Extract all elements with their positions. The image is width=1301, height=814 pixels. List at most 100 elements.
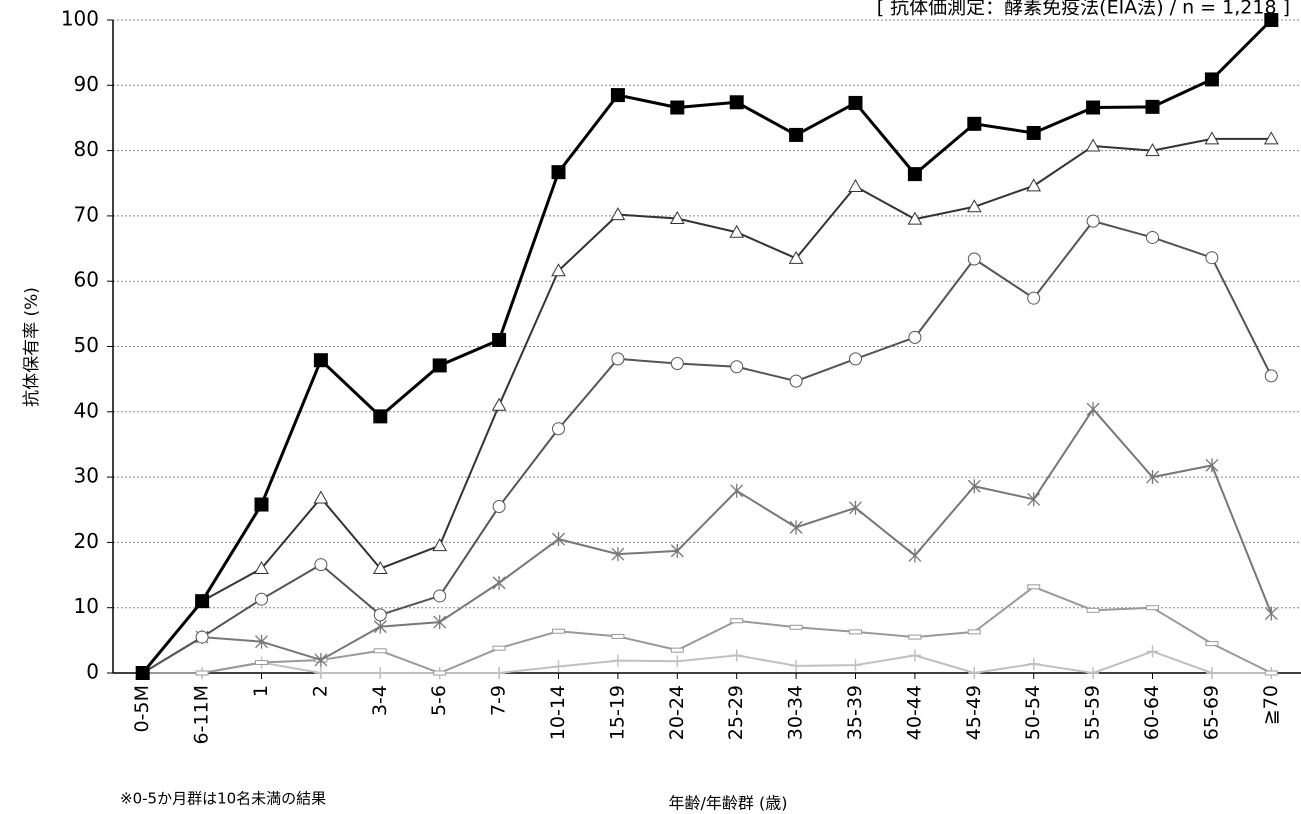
data-point bbox=[491, 397, 507, 411]
series-4 bbox=[136, 584, 1278, 676]
data-point bbox=[611, 352, 625, 366]
data-point bbox=[373, 409, 388, 424]
data-point bbox=[730, 618, 744, 624]
data-point bbox=[313, 353, 328, 368]
data-point bbox=[433, 670, 447, 676]
data-point bbox=[1264, 606, 1278, 621]
data-point bbox=[1026, 178, 1042, 192]
data-point bbox=[967, 479, 981, 494]
data-point bbox=[195, 670, 209, 676]
x-tick-label: 7-9 bbox=[488, 685, 510, 716]
y-tick-label: 70 bbox=[74, 202, 99, 226]
data-point bbox=[1204, 131, 1220, 145]
data-point bbox=[1264, 670, 1278, 676]
x-tick-label: 25-29 bbox=[725, 685, 747, 740]
data-point bbox=[966, 199, 982, 213]
data-point bbox=[849, 659, 862, 672]
data-point bbox=[968, 667, 981, 679]
data-point bbox=[432, 358, 447, 373]
data-point bbox=[373, 648, 387, 654]
series-line bbox=[142, 650, 1272, 674]
series-5 bbox=[136, 645, 1278, 679]
data-point bbox=[1027, 584, 1041, 590]
data-point bbox=[492, 645, 506, 651]
data-point bbox=[255, 660, 268, 666]
data-point bbox=[1146, 230, 1159, 244]
data-point bbox=[729, 95, 744, 110]
data-point bbox=[135, 666, 150, 680]
data-point bbox=[1087, 667, 1100, 679]
data-point bbox=[789, 374, 803, 388]
data-point bbox=[849, 352, 862, 366]
data-point bbox=[551, 263, 566, 277]
data-point bbox=[552, 532, 565, 547]
data-point bbox=[1145, 99, 1160, 114]
data-point bbox=[1086, 100, 1101, 115]
data-point bbox=[1263, 131, 1279, 145]
data-point bbox=[729, 224, 745, 238]
y-tick-label: 10 bbox=[74, 594, 99, 618]
data-point bbox=[789, 624, 803, 630]
series-0 bbox=[135, 13, 1279, 680]
data-point bbox=[373, 608, 387, 622]
series-line bbox=[142, 585, 1272, 674]
data-point bbox=[1145, 143, 1160, 157]
data-point bbox=[255, 592, 268, 606]
data-point bbox=[1026, 125, 1041, 140]
axes bbox=[107, 19, 1301, 679]
method-label: [ 抗体価測定：酵素免疫法(EIA法) / n = 1,218 ] bbox=[877, 0, 1290, 19]
series-line bbox=[142, 408, 1273, 674]
data-point bbox=[610, 207, 626, 221]
data-point bbox=[1027, 492, 1041, 507]
data-point bbox=[1205, 667, 1218, 679]
data-point bbox=[195, 594, 210, 609]
series-1 bbox=[135, 131, 1279, 679]
data-point bbox=[1264, 13, 1279, 27]
data-point bbox=[789, 127, 804, 142]
x-tick-labels: 0-5M 6-11M 1 2 3-4 5-6 7-9 10-14 15-19 20-24 25-29… bbox=[131, 685, 1282, 745]
data-point bbox=[1146, 605, 1159, 611]
series-2 bbox=[136, 214, 1278, 680]
x-tick-label: 6-11M bbox=[191, 685, 213, 745]
data-point bbox=[967, 252, 981, 266]
data-point bbox=[254, 497, 269, 512]
data-point bbox=[611, 547, 625, 562]
y-tick-label: 30 bbox=[74, 464, 99, 488]
data-point bbox=[492, 332, 507, 347]
x-tick-label: 20-24 bbox=[666, 685, 688, 740]
x-tick-label: 30-34 bbox=[785, 685, 807, 740]
data-point bbox=[255, 634, 268, 649]
x-tick-label: 2 bbox=[309, 685, 331, 697]
data-point bbox=[611, 633, 625, 639]
x-tick-label: 55-59 bbox=[1082, 685, 1104, 740]
data-point bbox=[730, 483, 744, 498]
data-point bbox=[669, 210, 685, 225]
data-point bbox=[671, 655, 684, 668]
data-point bbox=[790, 659, 803, 672]
data-point bbox=[433, 615, 447, 630]
data-point bbox=[907, 167, 922, 182]
data-point bbox=[254, 561, 269, 575]
data-point bbox=[908, 330, 922, 344]
data-point bbox=[610, 88, 625, 103]
x-tick-label: 5-6 bbox=[428, 685, 450, 716]
data-point bbox=[374, 667, 387, 679]
gridlines bbox=[113, 19, 1301, 609]
x-tick-label: 1 bbox=[250, 685, 272, 697]
data-point bbox=[493, 667, 506, 679]
x-tick-label: 0-5M bbox=[131, 685, 153, 732]
y-tick-labels: 0 10 20 30 40 50 60 70 80 90 100 bbox=[61, 7, 99, 684]
footnote: ※0-5か月群は10名未満の結果 bbox=[120, 790, 326, 808]
y-tick-label: 90 bbox=[74, 72, 99, 96]
data-point bbox=[967, 116, 982, 131]
data-point bbox=[907, 211, 923, 225]
data-point bbox=[1086, 214, 1100, 228]
data-point bbox=[1205, 251, 1219, 265]
data-point bbox=[1086, 402, 1100, 417]
data-point bbox=[908, 634, 922, 640]
data-point bbox=[849, 500, 862, 515]
data-point bbox=[1085, 138, 1101, 152]
data-point bbox=[967, 629, 981, 635]
y-tick-label: 20 bbox=[74, 529, 99, 553]
x-tick-label: 15-19 bbox=[606, 685, 628, 740]
